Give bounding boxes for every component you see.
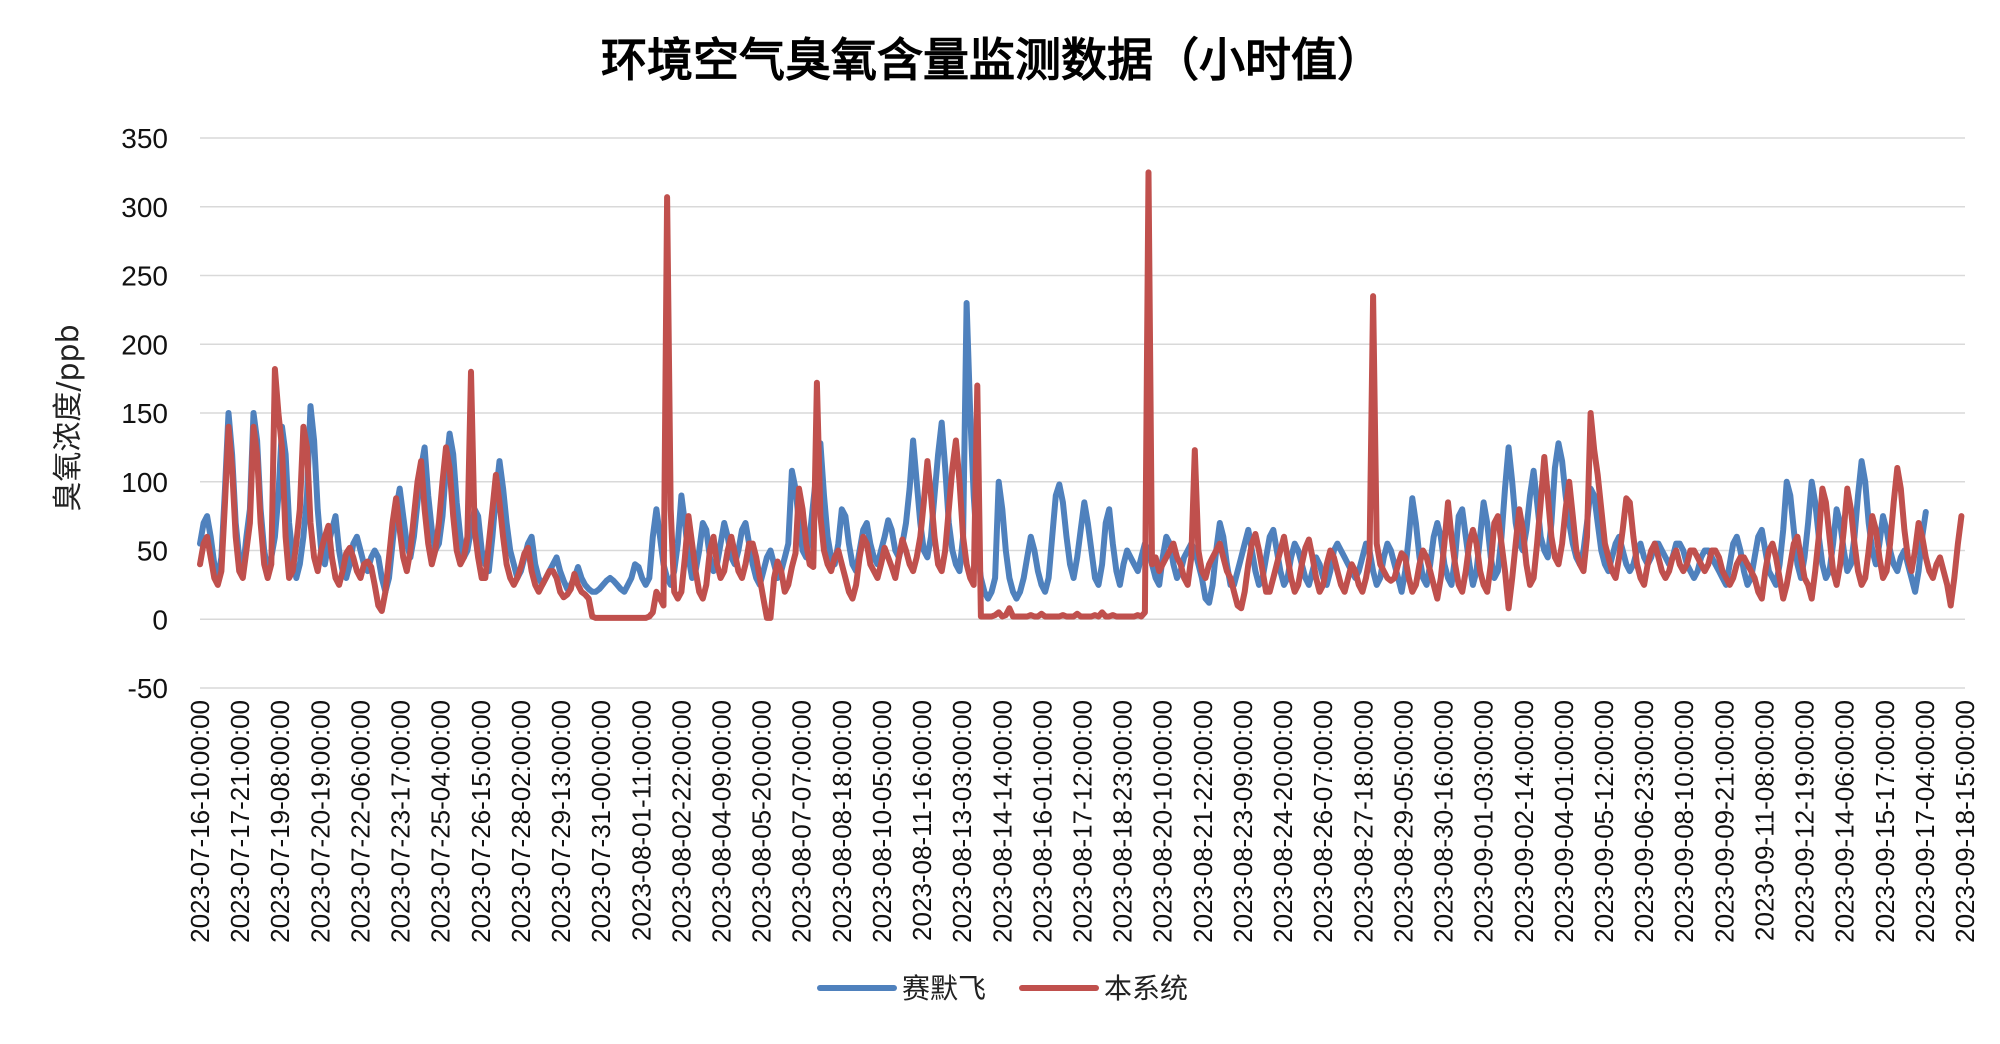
x-tick-label: 2023-09-17-04:00:00 — [1910, 700, 1940, 943]
x-tick-label: 2023-08-24-20:00:00 — [1268, 700, 1298, 943]
x-tick-label: 2023-09-15-17:00:00 — [1870, 700, 1900, 943]
x-axis-ticks: 2023-07-16-10:00:00 2023-07-17-21:00:00 20… — [185, 700, 1980, 943]
x-tick-label: 2023-08-18-23:00:00 — [1108, 700, 1138, 943]
x-tick-label: 2023-07-17-21:00:00 — [225, 700, 255, 943]
x-tick-label: 2023-07-25-04:00:00 — [426, 700, 456, 943]
x-tick-label: 2023-09-11-08:00:00 — [1749, 700, 1779, 941]
x-tick-label: 2023-08-01-11:00:00 — [626, 700, 656, 941]
y-tick-label: 250 — [121, 261, 168, 292]
y-tick-label: 200 — [121, 329, 168, 360]
x-tick-label: 2023-09-05-12:00:00 — [1589, 700, 1619, 943]
chart-title: 环境空气臭氧含量监测数据（小时值） — [601, 33, 1383, 87]
x-tick-label: 2023-09-08-10:00:00 — [1669, 700, 1699, 943]
x-tick-label: 2023-08-27-18:00:00 — [1348, 700, 1378, 943]
x-tick-label: 2023-08-29-05:00:00 — [1388, 700, 1418, 943]
x-tick-label: 2023-08-07-07:00:00 — [787, 700, 817, 943]
series-line — [197, 169, 1965, 621]
x-tick-label: 2023-07-20-19:00:00 — [305, 700, 335, 943]
x-tick-label: 2023-09-01-03:00:00 — [1469, 700, 1499, 943]
y-tick-label: 0 — [152, 604, 168, 635]
y-tick-label: 100 — [121, 467, 168, 498]
x-tick-label: 2023-08-20-10:00:00 — [1148, 700, 1178, 943]
x-tick-label: 2023-07-29-13:00:00 — [546, 700, 576, 943]
x-tick-label: 2023-07-26-15:00:00 — [466, 700, 496, 943]
x-tick-label: 2023-08-10-05:00:00 — [867, 700, 897, 943]
x-tick-label: 2023-08-02-22:00:00 — [666, 700, 696, 943]
x-tick-label: 2023-07-19-08:00:00 — [265, 700, 295, 943]
y-axis-label: 臭氧浓度/ppb — [51, 324, 86, 511]
x-tick-label: 2023-09-04-01:00:00 — [1549, 700, 1579, 943]
x-tick-label: 2023-09-12-19:00:00 — [1790, 700, 1820, 943]
x-tick-label: 2023-09-09-21:00:00 — [1709, 700, 1739, 943]
y-axis-ticks: -50 0 50 100 150 200 250 300 350 — [121, 123, 168, 704]
x-tick-label: 2023-09-02-14:00:00 — [1509, 700, 1539, 943]
y-tick-label: 350 — [121, 123, 168, 154]
legend-label: 本系统 — [1104, 972, 1188, 1005]
x-tick-label: 2023-08-30-16:00:00 — [1429, 700, 1459, 943]
y-tick-label: 300 — [121, 192, 168, 223]
x-tick-label: 2023-07-22-06:00:00 — [345, 700, 375, 943]
x-tick-label: 2023-08-21-22:00:00 — [1188, 700, 1218, 943]
x-tick-label: 2023-07-23-17:00:00 — [386, 700, 416, 943]
x-tick-label: 2023-08-04-09:00:00 — [706, 700, 736, 943]
x-tick-label: 2023-08-26-07:00:00 — [1308, 700, 1338, 943]
legend: 赛默飞 本系统 — [817, 972, 1188, 1005]
y-tick-label: 50 — [137, 536, 168, 567]
x-tick-label: 2023-08-11-16:00:00 — [907, 700, 937, 941]
y-tick-label: -50 — [128, 673, 168, 704]
x-tick-label: 2023-08-17-12:00:00 — [1068, 700, 1098, 943]
grid-lines — [200, 137, 1965, 689]
legend-label: 赛默飞 — [902, 972, 986, 1005]
x-tick-label: 2023-09-06-23:00:00 — [1629, 700, 1659, 943]
x-tick-label: 2023-08-13-03:00:00 — [947, 700, 977, 943]
x-tick-label: 2023-07-31-00:00:00 — [586, 700, 616, 943]
x-tick-label: 2023-08-23-09:00:00 — [1228, 700, 1258, 943]
x-tick-label: 2023-09-18-15:00:00 — [1950, 700, 1980, 943]
x-tick-label: 2023-09-14-06:00:00 — [1830, 700, 1860, 943]
x-tick-label: 2023-07-16-10:00:00 — [185, 700, 215, 943]
x-tick-label: 2023-08-05-20:00:00 — [747, 700, 777, 943]
series-lines — [197, 169, 1965, 621]
x-tick-label: 2023-08-08-18:00:00 — [827, 700, 857, 943]
x-tick-label: 2023-07-28-02:00:00 — [506, 700, 536, 943]
x-tick-label: 2023-08-14-14:00:00 — [987, 700, 1017, 943]
y-tick-label: 150 — [121, 398, 168, 429]
x-tick-label: 2023-08-16-01:00:00 — [1027, 700, 1057, 943]
